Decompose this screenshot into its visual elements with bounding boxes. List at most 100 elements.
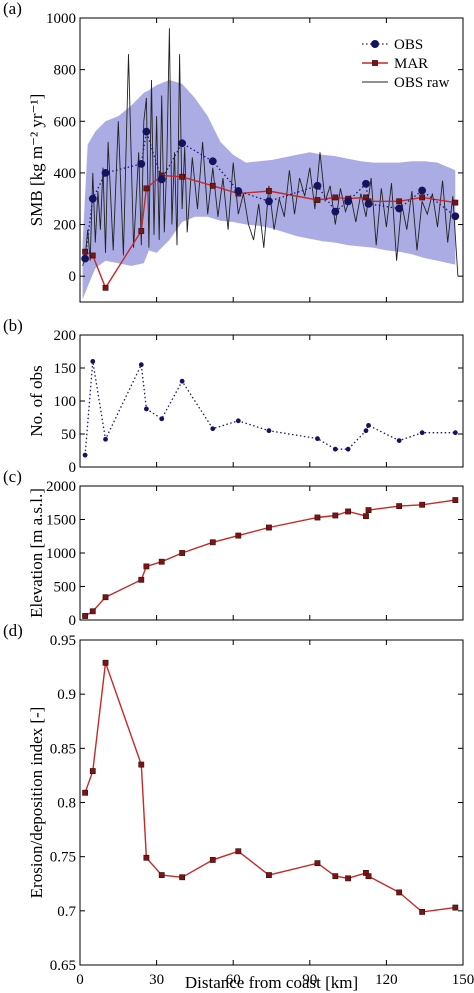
x-tick-label: 150 — [452, 972, 474, 988]
y-tick-label: 0.95 — [50, 633, 76, 649]
panel-c: 0 500 1000 1500 2000 (c) Elevation [m a.s.l.] — [3, 467, 464, 629]
series-0-marker — [365, 507, 372, 514]
series-0-marker — [82, 452, 88, 458]
y-tick-label: 0.65 — [50, 958, 76, 974]
series-0-marker — [82, 613, 89, 619]
series-0-marker — [363, 513, 369, 520]
obs-marker — [137, 159, 146, 168]
y-tick-label: 2000 — [46, 479, 76, 495]
series-0-marker — [82, 789, 89, 796]
mar-marker — [209, 182, 216, 189]
series-0-marker — [396, 503, 403, 509]
series-0-marker — [158, 872, 165, 878]
plot-area — [82, 497, 459, 619]
series-0-marker — [179, 874, 186, 881]
series-0-marker — [332, 873, 339, 880]
obs-marker — [88, 194, 97, 203]
series-0-marker — [179, 550, 186, 556]
y-tick-label: 150 — [54, 361, 77, 377]
y-axis-title: Erosion/deposition index [-] — [27, 707, 46, 899]
series-0-marker — [266, 524, 272, 531]
x-tick-label: 90 — [302, 972, 317, 988]
series-0-marker — [332, 512, 339, 519]
series-0-marker — [266, 428, 272, 434]
y-tick-label: 1500 — [46, 513, 76, 529]
series-0-marker — [159, 416, 165, 422]
panel-b: 0 50 100 150 200 (b) No. of obs — [3, 316, 464, 476]
series-0-marker — [266, 872, 272, 878]
panel-label: (b) — [3, 316, 23, 335]
y-tick-label: 0 — [69, 613, 77, 629]
series-0-marker — [143, 854, 150, 861]
series-0-marker — [396, 438, 402, 443]
y-tick-label: 200 — [54, 218, 77, 234]
series-0-marker — [452, 497, 459, 503]
y-tick-label: 400 — [54, 166, 77, 182]
obs-marker — [157, 175, 166, 184]
y-tick-label: 0.9 — [57, 687, 76, 703]
mar-marker — [143, 185, 150, 192]
series-0-marker — [143, 406, 149, 412]
x-tick-label: 30 — [149, 972, 164, 988]
y-tick-label: 50 — [61, 427, 76, 443]
y-tick-label: 100 — [54, 394, 77, 410]
series-0-marker — [315, 436, 320, 442]
series-0-marker — [89, 608, 96, 615]
series-0-marker — [419, 430, 425, 436]
mar-marker — [452, 199, 459, 206]
y-tick-label: 1000 — [46, 11, 76, 27]
y-axis-title: Elevation [m a.s.l.] — [27, 488, 46, 618]
legend: OBS MAR OBS raw — [362, 37, 450, 91]
obs-marker — [395, 204, 404, 213]
series-0-marker — [235, 848, 242, 855]
obs-marker — [101, 169, 110, 177]
y-axis-title: No. of obs — [27, 365, 46, 436]
panel-label: (a) — [3, 0, 22, 18]
legend-label-obs-raw: OBS raw — [394, 75, 450, 91]
plot-area — [81, 28, 460, 300]
series-0-marker — [419, 501, 426, 508]
series-0-line — [84, 361, 456, 456]
mar-marker — [102, 284, 109, 291]
mar-marker — [138, 228, 145, 234]
y-tick-label: 0.8 — [57, 796, 76, 812]
series-0-marker — [235, 418, 241, 424]
legend-label-obs: OBS — [394, 37, 423, 53]
obs-marker — [344, 197, 352, 206]
series-0-marker — [363, 428, 369, 434]
obs-marker — [81, 254, 90, 263]
panel-label: (c) — [3, 467, 22, 486]
plot-area — [82, 359, 458, 458]
legend-label-mar: MAR — [394, 56, 428, 72]
x-tick-label: 60 — [226, 972, 241, 988]
series-0-marker — [366, 423, 371, 428]
mar-marker — [179, 173, 186, 180]
obs-marker — [142, 127, 151, 136]
series-0-marker — [89, 768, 96, 774]
series-0-marker — [452, 904, 459, 911]
legend-marker-obs — [371, 40, 379, 48]
y-tick-label: 800 — [54, 63, 77, 79]
y-tick-label: 0.85 — [50, 741, 76, 757]
series-0-marker — [419, 909, 426, 915]
panel-label: (d) — [3, 621, 23, 640]
series-0-marker — [179, 378, 185, 384]
mar-marker — [332, 194, 339, 201]
series-0-marker — [210, 426, 216, 432]
obs-marker — [234, 187, 243, 195]
series-0-marker — [332, 446, 338, 452]
x-axis-title: Distance from coast [km] — [185, 973, 358, 992]
mar-marker — [314, 197, 321, 203]
series-0-marker — [102, 594, 109, 601]
series-0-marker — [103, 436, 108, 442]
mar-marker — [419, 194, 426, 201]
y-tick-label: 0 — [69, 460, 77, 476]
series-0-marker — [90, 359, 96, 364]
series-0-marker — [396, 889, 403, 896]
x-tick-label: 0 — [76, 972, 84, 988]
series-0-marker — [143, 563, 150, 570]
axes-frame — [79, 639, 464, 966]
series-0-marker — [345, 508, 351, 515]
obs-marker — [265, 197, 273, 206]
